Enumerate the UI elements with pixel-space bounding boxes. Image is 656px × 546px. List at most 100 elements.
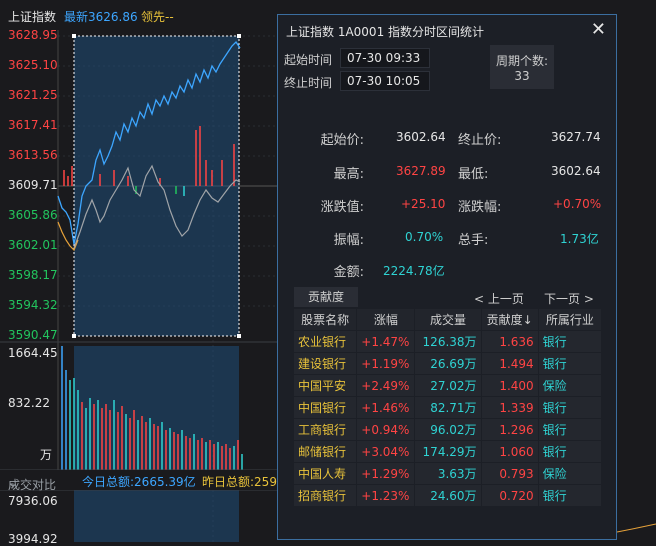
stock-name: 建设银行 (294, 352, 358, 375)
latest-price: 最新3626.86 (64, 10, 138, 24)
chevron-down-icon: ⌄ (8, 476, 19, 490)
stock-industry: 银行 (538, 330, 603, 353)
period-label: 周期个数: (495, 54, 549, 68)
amplitude-label: 振幅: (333, 233, 364, 248)
intraday-chart[interactable] (0, 0, 277, 542)
col-contribution[interactable]: 贡献度↓ (481, 309, 539, 331)
volume-unit: 万 (40, 448, 53, 462)
price-tick: 3609.71 (8, 178, 58, 192)
chart-header: 上证指数 最新3626.86 领先-- (0, 0, 656, 28)
prev-page-link[interactable]: < 上一页 (474, 292, 524, 306)
end-price: 3627.74 (551, 130, 601, 144)
start-price-label: 起始价: (320, 133, 364, 148)
stock-contribution: 1.296 (481, 418, 539, 441)
next-page-link[interactable]: 下一页 > (544, 292, 594, 306)
lead-indicator: 领先-- (141, 10, 174, 24)
table-row[interactable]: 中国人寿 +1.29% 3.63万 0.793 保险 (294, 462, 603, 485)
table-header-row: 股票名称 涨幅 成交量 贡献度↓ 所属行业 (294, 309, 603, 331)
stock-change: +2.49% (356, 374, 416, 397)
volume-tick: 832.22 (8, 396, 50, 410)
price-tick: 3602.01 (8, 238, 58, 252)
stock-contribution: 1.636 (481, 330, 539, 353)
low-label: 最低: (458, 167, 489, 182)
stock-industry: 银行 (538, 484, 603, 506)
period-count: 33 (514, 69, 530, 83)
stock-industry: 银行 (538, 396, 603, 419)
start-time-field[interactable]: 07-30 09:33 (340, 48, 430, 68)
col-volume[interactable]: 成交量 (414, 309, 482, 331)
index-name: 上证指数 (8, 10, 57, 24)
col-change[interactable]: 涨幅 (356, 309, 416, 331)
close-icon[interactable]: ✕ (590, 19, 606, 40)
low-price: 3602.64 (551, 164, 601, 178)
start-price: 3602.64 (396, 130, 446, 144)
stock-volume: 26.69万 (414, 352, 482, 375)
end-time-label: 终止时间 (284, 76, 333, 90)
yesterday-total: 昨日总额:2593 (202, 475, 285, 489)
change-pct: +0.70% (553, 197, 602, 211)
stock-name: 工商银行 (294, 418, 358, 441)
stock-industry: 银行 (538, 440, 603, 463)
price-tick: 3605.86 (8, 208, 58, 222)
table-row[interactable]: 邮储银行 +3.04% 174.29万 1.060 银行 (294, 440, 603, 463)
high-label: 最高: (333, 167, 364, 182)
price-tick: 3594.32 (8, 298, 58, 312)
stock-industry: 保险 (538, 462, 603, 485)
table-row[interactable]: 工商银行 +0.94% 96.02万 1.296 银行 (294, 418, 603, 441)
turnover-label: 总手: (458, 233, 489, 248)
table-row[interactable]: 中国银行 +1.46% 82.71万 1.339 银行 (294, 396, 603, 419)
stock-change: +3.04% (356, 440, 416, 463)
stock-name: 中国人寿 (294, 462, 358, 485)
stock-change: +1.47% (356, 330, 416, 353)
stock-change: +1.19% (356, 352, 416, 375)
turnover-value: 1.73亿 (560, 232, 599, 246)
stock-name: 招商银行 (294, 484, 358, 506)
stock-industry: 保险 (538, 374, 603, 397)
price-tick: 3590.47 (8, 328, 58, 342)
stock-volume: 174.29万 (414, 440, 482, 463)
table-row[interactable]: 农业银行 +1.47% 126.38万 1.636 银行 (294, 330, 603, 353)
price-tick: 3628.95 (8, 28, 58, 42)
stock-change: +1.29% (356, 462, 416, 485)
change-pct-label: 涨跌幅: (458, 200, 502, 215)
price-tick: 3617.41 (8, 118, 58, 132)
amplitude-value: 0.70% (405, 230, 444, 244)
dialog-title: 上证指数 1A0001 指数分时区间统计 (286, 25, 485, 39)
today-total: 今日总额:2665.39亿 (82, 475, 196, 489)
table-row[interactable]: 招商银行 +1.23% 24.60万 0.720 银行 (294, 484, 603, 506)
stock-volume: 82.71万 (414, 396, 482, 419)
interval-stats-dialog: 上证指数 1A0001 指数分时区间统计 ✕ 起始时间 07-30 09:33 … (277, 14, 617, 540)
high-price: 3627.89 (396, 164, 446, 178)
stock-volume: 126.38万 (414, 330, 482, 353)
col-industry[interactable]: 所属行业 (538, 309, 603, 331)
change-label: 涨跌值: (320, 200, 364, 215)
col-stock-name[interactable]: 股票名称 (294, 309, 358, 331)
tab-contribution[interactable]: 贡献度 (294, 287, 358, 307)
stock-change: +0.94% (356, 418, 416, 441)
stock-volume: 96.02万 (414, 418, 482, 441)
price-tick: 3613.56 (8, 148, 58, 162)
stock-name: 中国银行 (294, 396, 358, 419)
end-price-label: 终止价: (458, 133, 502, 148)
start-time-label: 起始时间 (284, 53, 333, 67)
amount-label: 金额: (333, 265, 364, 280)
stock-contribution: 0.793 (481, 462, 539, 485)
stock-change: +1.46% (356, 396, 416, 419)
table-row[interactable]: 中国平安 +2.49% 27.02万 1.400 保险 (294, 374, 603, 397)
stock-contribution: 1.494 (481, 352, 539, 375)
stock-contribution: 0.720 (481, 484, 539, 506)
stock-contribution: 1.400 (481, 374, 539, 397)
lower-tick: 3994.92 (8, 532, 58, 546)
end-time-field[interactable]: 07-30 10:05 (340, 71, 430, 91)
stock-volume: 24.60万 (414, 484, 482, 506)
stock-contribution: 1.339 (481, 396, 539, 419)
period-count-box: 周期个数: 33 (490, 45, 554, 89)
stock-change: +1.23% (356, 484, 416, 506)
price-tick: 3621.25 (8, 88, 58, 102)
lower-tick: 7936.06 (8, 494, 58, 508)
price-tick: 3598.17 (8, 268, 58, 282)
stock-volume: 3.63万 (414, 462, 482, 485)
contribution-table: 股票名称 涨幅 成交量 贡献度↓ 所属行业 农业银行 +1.47% 126.38… (294, 309, 603, 506)
table-row[interactable]: 建设银行 +1.19% 26.69万 1.494 银行 (294, 352, 603, 375)
change-value: +25.10 (401, 197, 446, 211)
